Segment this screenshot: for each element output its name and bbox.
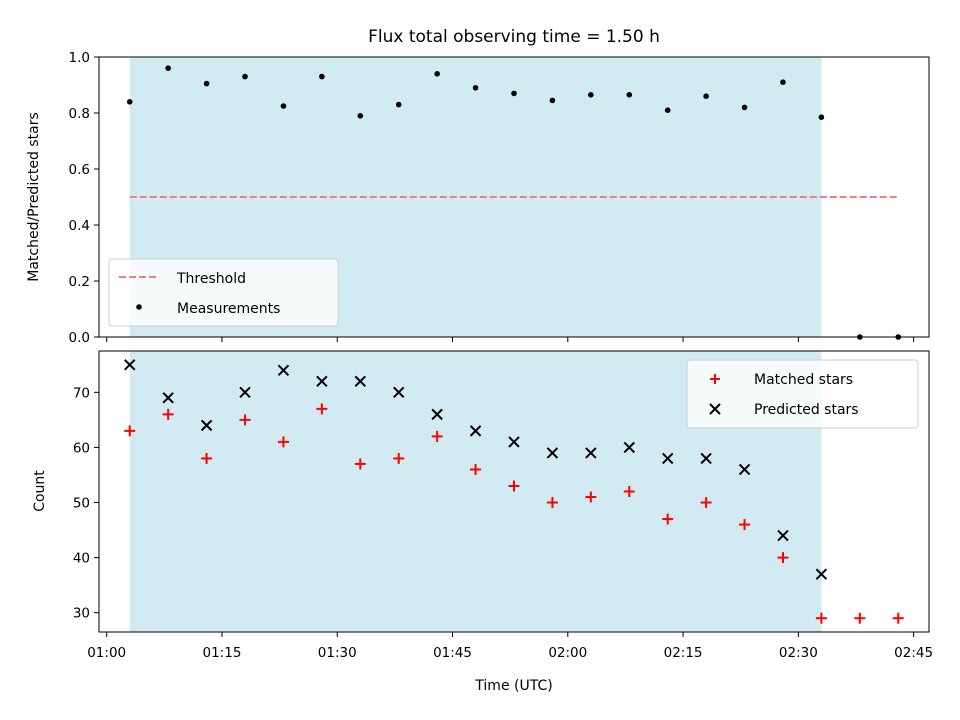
measurement-point — [126, 99, 133, 105]
y-tick-label: 0.8 — [69, 106, 90, 122]
bottom-legend-box — [686, 359, 919, 429]
y-tick-label: 70 — [73, 385, 90, 401]
predicted-stars-point — [585, 447, 597, 459]
matched-stars-point — [892, 612, 904, 624]
matched-stars-point — [585, 491, 597, 503]
predicted-stars-point — [661, 452, 674, 465]
predicted-stars-point — [124, 359, 136, 371]
y-tick-label: 60 — [73, 440, 90, 456]
predicted-stars-point — [200, 419, 213, 432]
y-tick-label: 0.4 — [69, 218, 90, 234]
measurement-point — [741, 104, 748, 111]
matched-stars-point — [354, 458, 366, 470]
top-legend-box — [108, 258, 339, 327]
legend-predicted-swatch — [709, 403, 721, 415]
plot-frame — [98, 56, 930, 338]
x-axis-label: Time (UTC) — [474, 678, 552, 694]
predicted-stars-point — [277, 364, 290, 376]
predicted-stars-point — [700, 452, 712, 465]
matched-stars-point — [700, 497, 712, 509]
x-tick-label: 02:30 — [779, 645, 818, 661]
matched-stars-point — [662, 513, 674, 525]
measurement-point — [165, 65, 171, 71]
bottom-panel: 30 40 50 60 70 01:00 01:15 01:30 01:45 02:00 02:15… — [32, 350, 933, 694]
predicted-stars-point — [815, 568, 828, 580]
measurement-point — [703, 93, 709, 99]
measurement-point — [511, 90, 517, 97]
predicted-stars-point — [393, 386, 405, 399]
matched-stars-point — [277, 436, 289, 448]
legend-measurements-label: Measurements — [177, 301, 280, 317]
legend-predicted-label: Predicted stars — [754, 402, 859, 418]
y-tick-label: 0.6 — [69, 162, 90, 178]
measurement-point — [242, 73, 248, 80]
matched-stars-point — [393, 452, 405, 464]
y-tick-label: 40 — [73, 551, 90, 567]
matched-stars-point — [470, 463, 482, 475]
matched-stars-point — [431, 430, 443, 442]
measurement-point — [588, 92, 594, 98]
measurement-point — [472, 85, 479, 91]
plot-frame — [98, 350, 930, 633]
top-panel: 0.0 0.2 0.4 0.6 0.8 1.0 Matched/Predicted sta… — [26, 50, 930, 346]
legend-matched-label: Matched stars — [754, 372, 853, 388]
predicted-stars-point — [623, 441, 635, 454]
x-tick-label: 01:00 — [87, 645, 126, 661]
predicted-stars-point — [162, 392, 174, 404]
y-tick-label: 50 — [73, 496, 90, 512]
measurement-point — [434, 71, 440, 77]
x-tick-label: 01:30 — [318, 645, 357, 661]
matched-stars-point — [162, 408, 174, 420]
x-tick-label: 02:00 — [548, 645, 587, 661]
matched-stars-point — [239, 414, 251, 426]
predicted-stars-point — [431, 408, 443, 421]
legend-measurements-swatch — [136, 304, 142, 310]
y-tick-label: 0.0 — [69, 330, 90, 346]
y-tick-label: 30 — [73, 606, 90, 622]
matched-stars-point — [316, 403, 328, 415]
legend-threshold-label: Threshold — [176, 271, 246, 287]
x-tick-label: 02:15 — [664, 645, 703, 661]
top-legend: Threshold Measurements — [108, 258, 339, 327]
measurement-point — [818, 114, 825, 120]
bottom-legend: Matched stars Predicted stars — [686, 359, 919, 429]
predicted-stars-point — [777, 529, 789, 542]
y-tick-label: 1.0 — [69, 50, 90, 66]
bottom-y-axis-label: Count — [32, 470, 48, 512]
measurement-point — [549, 97, 556, 104]
predicted-stars-point — [239, 386, 251, 399]
measurement-point — [626, 92, 633, 98]
matched-stars-point — [201, 452, 213, 464]
measurement-point — [780, 79, 786, 85]
legend-matched-swatch — [710, 374, 720, 384]
x-tick-label: 02:45 — [894, 645, 933, 661]
predicted-stars-point — [508, 436, 520, 448]
x-tick-label: 01:15 — [203, 645, 242, 661]
matched-stars-point — [739, 519, 751, 531]
predicted-stars-point — [738, 463, 751, 476]
y-tick-label: 0.2 — [69, 274, 90, 290]
predicted-stars-point — [354, 375, 367, 388]
matched-stars-point — [854, 612, 866, 624]
chart-title: Flux total observing time = 1.50 h — [368, 27, 660, 47]
predicted-stars-point — [316, 375, 328, 388]
top-y-axis-label: Matched/Predicted stars — [26, 112, 42, 282]
measurement-point — [395, 101, 402, 108]
predicted-stars-point — [469, 425, 482, 437]
matched-stars-point — [546, 497, 558, 509]
measurement-point — [280, 103, 287, 109]
measurement-point — [664, 107, 671, 113]
matched-stars-point — [508, 480, 520, 492]
x-tick-label: 01:45 — [433, 645, 472, 661]
matched-stars-point — [623, 486, 635, 497]
matched-stars-point — [815, 612, 827, 624]
measurement-point — [319, 73, 325, 80]
matched-stars-point — [777, 552, 789, 564]
predicted-stars-point — [546, 447, 559, 459]
matched-stars-point — [124, 425, 136, 437]
measurement-point — [203, 80, 210, 87]
measurement-point — [357, 113, 364, 119]
